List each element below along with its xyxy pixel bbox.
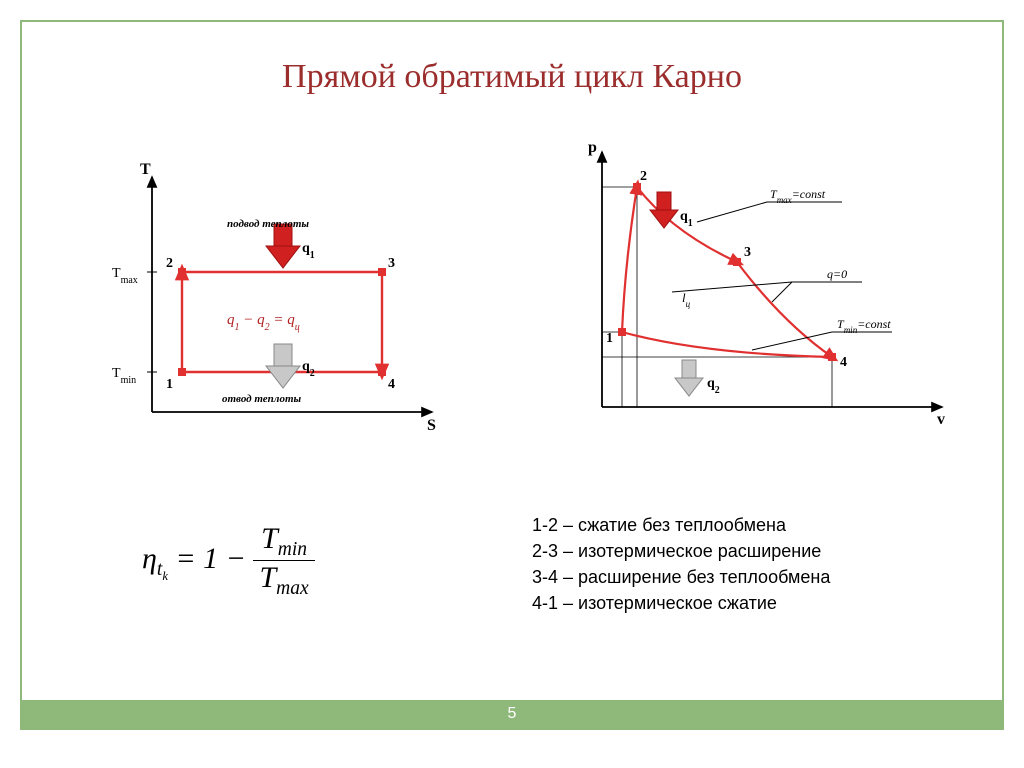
- ts-tmax-tick: Tmax: [112, 266, 138, 286]
- legend-3: 3-4 – расширение без теплообмена: [532, 564, 830, 590]
- heat-in-arrow-icon: [266, 224, 300, 268]
- ts-node-1: 1: [166, 377, 173, 392]
- formula-eq: = 1 −: [175, 542, 253, 575]
- ts-node-2: 2: [166, 256, 173, 271]
- legend-1: 1-2 – сжатие без теплообмена: [532, 512, 830, 538]
- ts-heat-in-label: подвод теплоты: [227, 218, 309, 230]
- heat-out-arrow-icon: [266, 344, 300, 388]
- pv-node-3: 3: [744, 245, 751, 260]
- page-number: 5: [22, 700, 1002, 728]
- legend-2: 2-3 – изотермическое расширение: [532, 538, 830, 564]
- ts-q2: q2: [302, 359, 315, 379]
- pv-x-axis: v: [937, 411, 945, 428]
- ts-diagram: T S Tmax Tmin 1 2 3 4: [92, 152, 462, 442]
- pv-y-axis: p: [588, 139, 597, 156]
- pv-lc: lц: [682, 290, 691, 309]
- legend-4: 4-1 – изотермическое сжатие: [532, 590, 830, 616]
- ts-x-axis: S: [427, 417, 436, 434]
- ts-y-axis: T: [140, 161, 151, 178]
- legend: 1-2 – сжатие без теплообмена 2-3 – изоте…: [532, 512, 830, 616]
- slide-title: Прямой обратимый цикл Карно: [22, 58, 1002, 96]
- slide-frame: Прямой обратимый цикл Карно T S Tmax Tmi…: [20, 20, 1004, 730]
- ts-q1: q1: [302, 241, 315, 261]
- ts-center-eq: q1 − q2 = qц: [227, 312, 300, 333]
- pv-diagram: p v: [542, 132, 962, 442]
- pv-node-4: 4: [840, 355, 847, 370]
- pv-node-1: 1: [606, 331, 613, 346]
- pv-q2: q2: [707, 376, 720, 396]
- efficiency-formula: ηtk = 1 − Tmin Tmax: [142, 522, 315, 600]
- ts-tmin-tick: Tmin: [112, 366, 136, 386]
- ts-node-4: 4: [388, 377, 395, 392]
- pv-node-2: 2: [640, 169, 647, 184]
- pv-q1: q1: [680, 209, 693, 229]
- pv-anno-q0: q=0: [827, 267, 847, 281]
- pv-q2-arrow-icon: [675, 360, 703, 396]
- ts-heat-out-label: отвод теплоты: [222, 393, 302, 405]
- ts-node-3: 3: [388, 256, 395, 271]
